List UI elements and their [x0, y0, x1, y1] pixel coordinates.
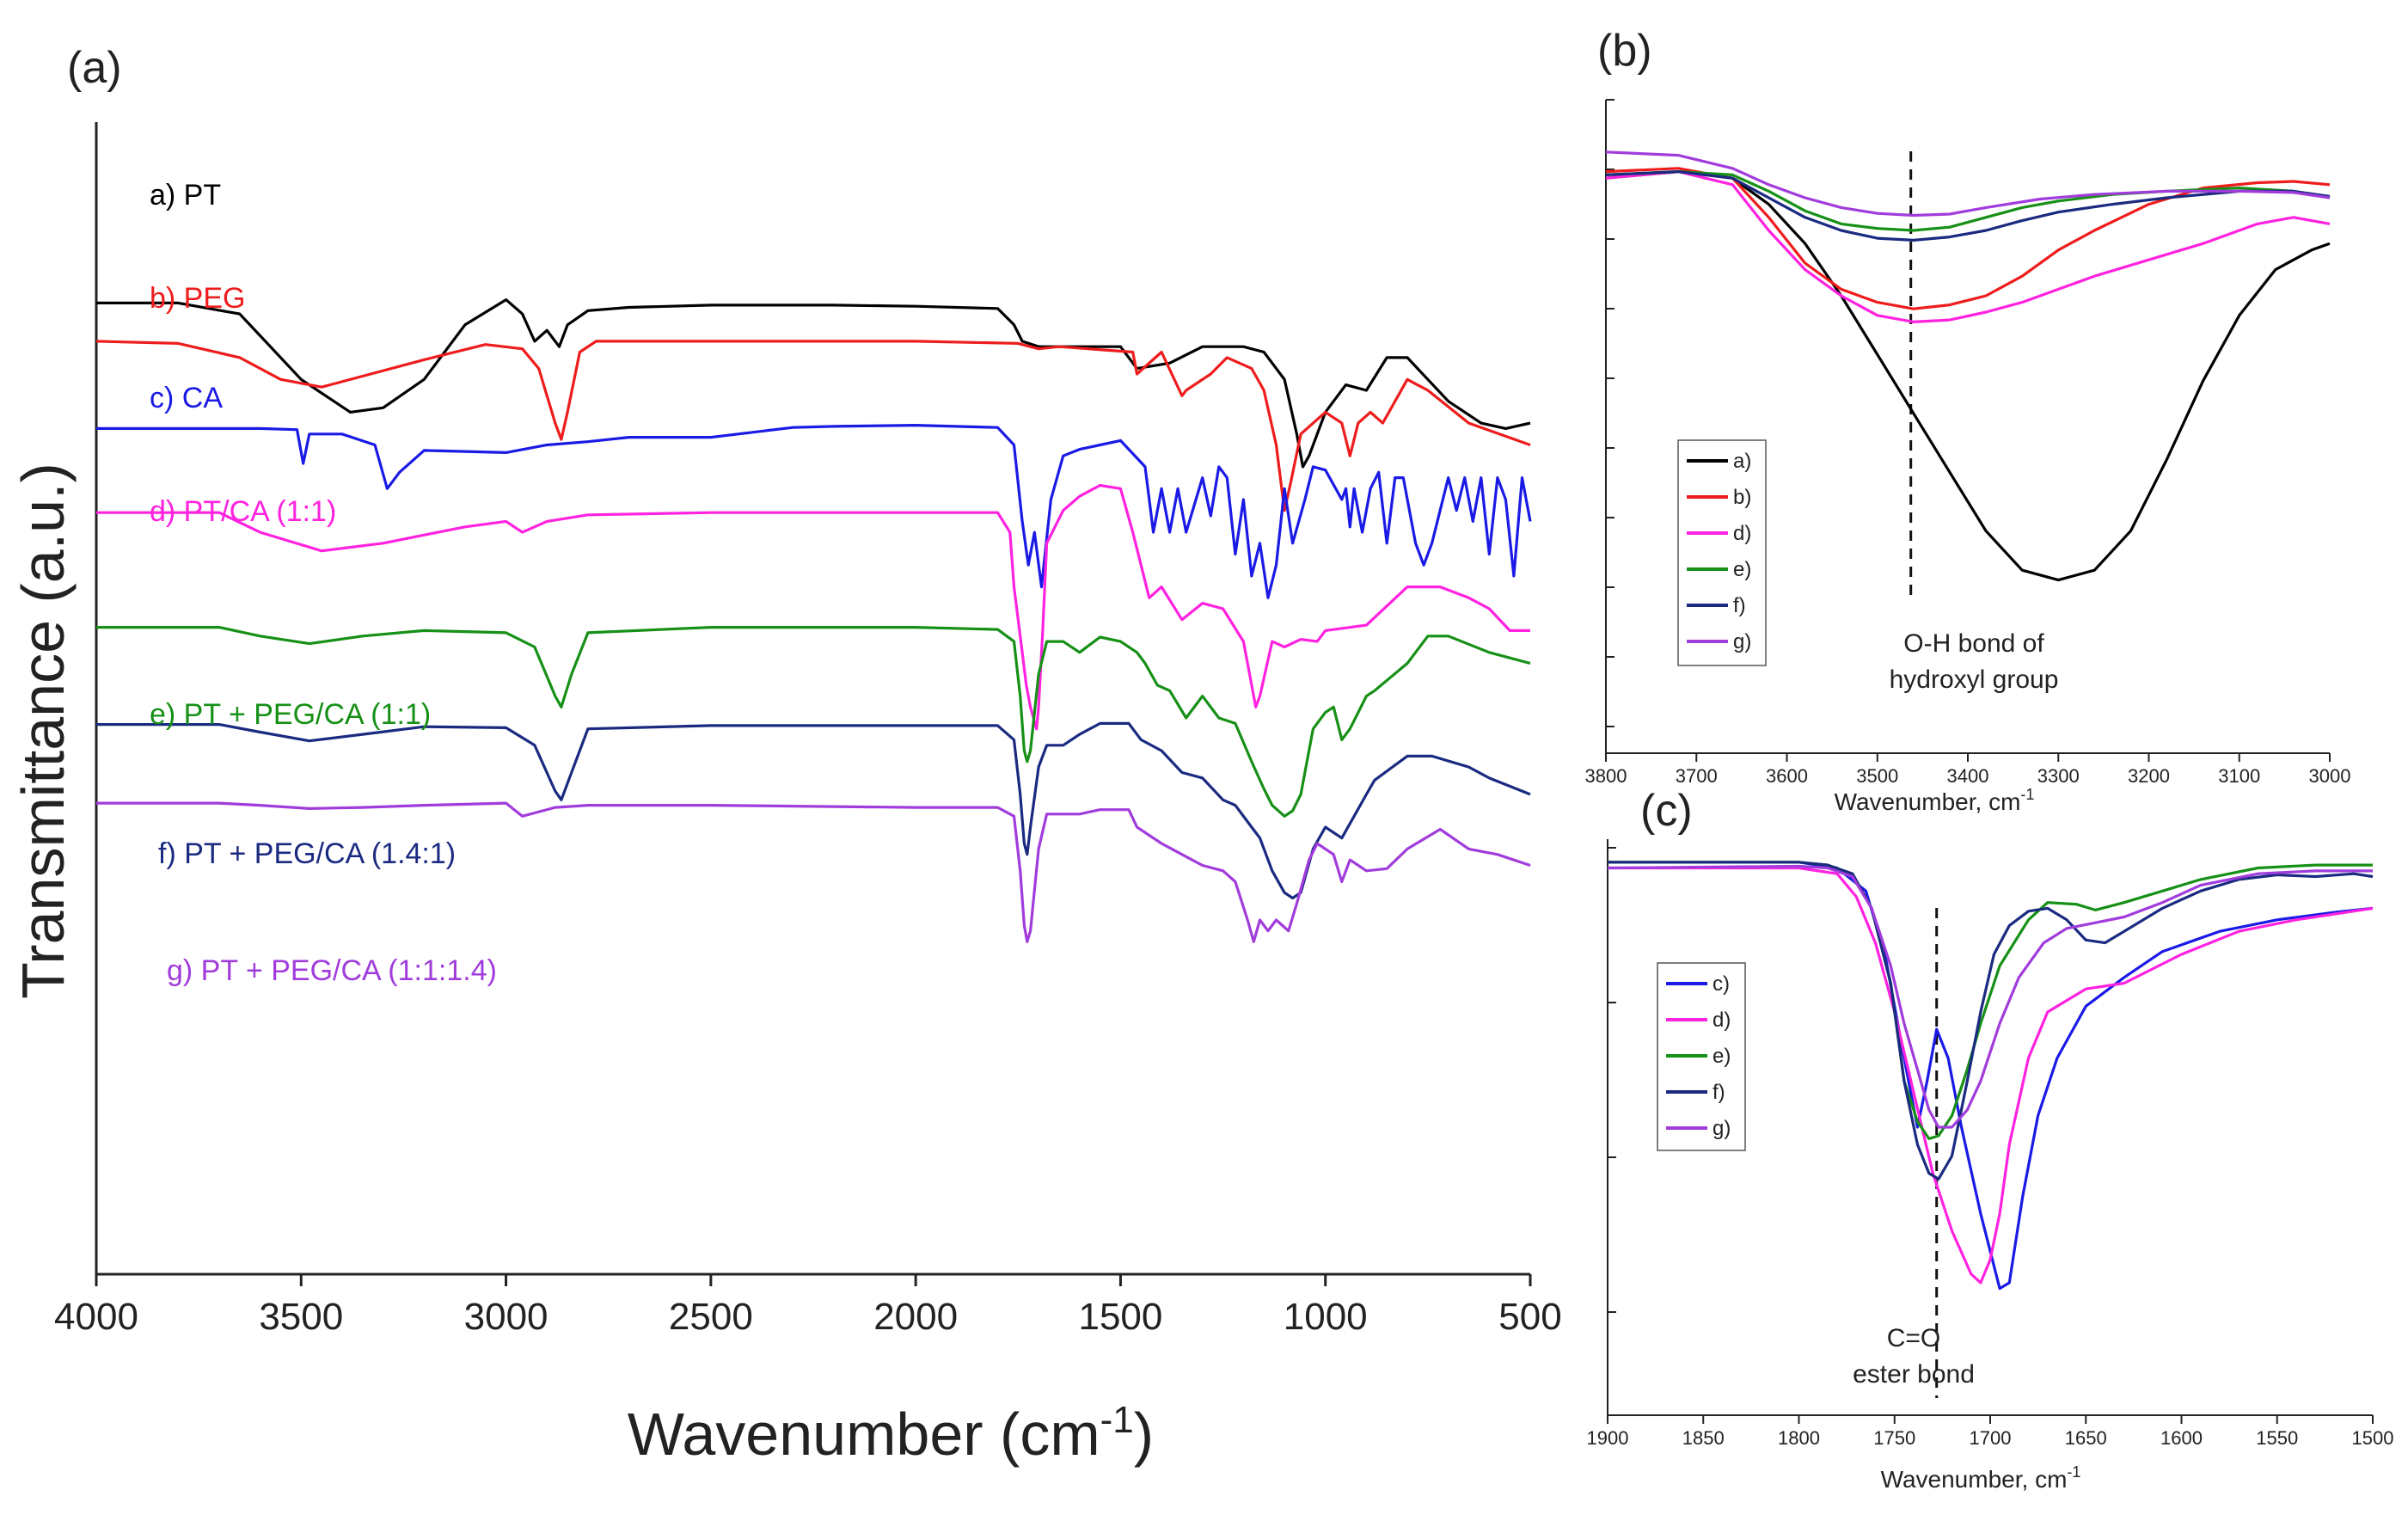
panel-b-x-tick-label: 3600 — [1766, 765, 1808, 787]
panel-a-xlabel-main: Wavenumber (cm — [628, 1401, 1100, 1468]
panel-b-legend-label-f: f) — [1733, 594, 1746, 617]
panel-c-series-d — [1608, 866, 2374, 1285]
panel-b-x-tick-label: 3200 — [2128, 765, 2170, 787]
panel-c-y-ticks — [1608, 847, 1616, 1313]
panel-a-x-tick-label: 500 — [1498, 1296, 1561, 1338]
series-label-a: a) PT — [150, 179, 221, 212]
panel-b-x-tick-label: 3800 — [1585, 765, 1627, 787]
panel-b-xlabel-sup: -1 — [2020, 786, 2034, 803]
panel-c-x-tick-label: 1550 — [2256, 1427, 2298, 1449]
panel-b-annotation-line2: hydroxyl group — [1890, 665, 2059, 694]
panel-b-x-tick-label: 3300 — [2037, 765, 2080, 787]
panel-a-x-ticks: 4000 3500 3000 2500 2000 1500 1000 500 — [54, 1274, 1562, 1338]
panel-a-x-tick-label: 1000 — [1284, 1296, 1368, 1338]
series-label-b: b) PEG — [150, 282, 245, 315]
panel-c-annotation-line2: ester bond — [1853, 1360, 1975, 1389]
panel-b-x-tick-label: 3100 — [2218, 765, 2260, 787]
panel-b-legend-label-d: d) — [1733, 522, 1751, 545]
panel-b-annotation-line1: O-H bond of — [1903, 629, 2044, 658]
panel-a-x-tick-label: 2000 — [873, 1296, 958, 1338]
panel-b-x-tick-label: 3000 — [2309, 765, 2351, 787]
panel-b-legend: a) b) d) e) f) g) — [1677, 439, 1767, 666]
panel-b-series-a — [1605, 170, 2331, 582]
panel-c-legend-label-e: e) — [1713, 1045, 1731, 1068]
panel-a-series-labels: a) PT b) PEG c) CA d) PT/CA (1:1) e) PT … — [150, 179, 497, 987]
panel-c-legend-label-c: c) — [1713, 972, 1730, 996]
panel-c-legend-label-f: f) — [1713, 1081, 1725, 1104]
panel-c-xlabel-sup: -1 — [2067, 1463, 2080, 1481]
panel-b-xlabel-main: Wavenumber, cm — [1835, 788, 2021, 815]
panel-b-x-tick-label: 3700 — [1676, 765, 1718, 787]
panel-a-x-tick-label: 3000 — [464, 1296, 548, 1338]
panel-c-x-tick-label: 1800 — [1778, 1427, 1820, 1449]
panel-a-series-b — [95, 340, 1531, 512]
panel-b-series-b — [1605, 167, 2331, 310]
series-label-e: e) PT + PEG/CA (1:1) — [150, 698, 431, 731]
panel-c-x-tick-label: 1900 — [1587, 1427, 1629, 1449]
panel-b-series — [1605, 150, 2331, 582]
panel-b: (b) 3800 3700 3600 3500 3400 3300 3200 3100 3000… — [1585, 26, 2351, 815]
panel-c-x-tick-label: 1500 — [2352, 1427, 2394, 1449]
panel-b-series-d — [1605, 170, 2331, 323]
panel-a-label: (a) — [67, 43, 122, 93]
series-label-f: f) PT + PEG/CA (1.4:1) — [158, 837, 456, 870]
panel-a-x-tick-label: 1500 — [1078, 1296, 1162, 1338]
panel-a-x-tick-label: 4000 — [54, 1296, 138, 1338]
panel-c-x-tick-label: 1750 — [1873, 1427, 1915, 1449]
series-label-g: g) PT + PEG/CA (1:1:1.4) — [167, 954, 497, 987]
panel-a-series — [95, 298, 1532, 943]
panel-b-legend-label-b: b) — [1733, 486, 1751, 509]
panel-a-series-e — [96, 626, 1531, 818]
panel-c-xlabel-main: Wavenumber, cm — [1881, 1466, 2068, 1493]
panel-b-xlabel: Wavenumber, cm-1 — [1835, 786, 2035, 815]
panel-b-x-ticks: 3800 3700 3600 3500 3400 3300 3200 3100 3000 — [1585, 753, 2351, 787]
panel-c: (c) 1900 1850 1800 1750 1700 1650 1600 1550 1500… — [1587, 786, 2394, 1493]
panel-b-y-ticks — [1606, 99, 1615, 727]
panel-b-x-tick-label: 3500 — [1856, 765, 1898, 787]
panel-c-x-tick-label: 1650 — [2065, 1427, 2107, 1449]
panel-c-label: (c) — [1640, 786, 1693, 836]
panel-c-x-tick-label: 1700 — [1970, 1427, 2012, 1449]
panel-a-series-g — [96, 801, 1531, 943]
panel-a-series-c — [96, 424, 1532, 599]
panel-a: (a) Transmittance (a.u.) Wavenumber (cm-… — [9, 43, 1562, 1468]
panel-c-annotation-line1: C=O — [1887, 1324, 1941, 1352]
panel-a-series-f — [96, 721, 1531, 900]
panel-c-x-tick-label: 1600 — [2160, 1427, 2203, 1449]
panel-a-series-d — [96, 483, 1530, 731]
panel-b-legend-box — [1677, 439, 1767, 666]
panel-c-legend-label-g: g) — [1713, 1117, 1731, 1140]
panel-a-xlabel: Wavenumber (cm-1) — [628, 1399, 1154, 1468]
panel-a-ylabel: Transmittance (a.u.) — [9, 463, 77, 999]
panel-a-x-tick-label: 3500 — [259, 1296, 343, 1338]
panel-c-x-ticks: 1900 1850 1800 1750 1700 1650 1600 1550 1500 — [1587, 1415, 2394, 1449]
panel-b-label: (b) — [1597, 26, 1652, 76]
panel-b-series-g — [1605, 150, 2331, 218]
panel-a-xlabel-close: ) — [1134, 1401, 1154, 1468]
panel-b-x-tick-label: 3400 — [1947, 765, 1989, 787]
series-label-d: d) PT/CA (1:1) — [150, 495, 336, 528]
panel-b-legend-label-a: a) — [1733, 450, 1751, 473]
panel-b-legend-label-g: g) — [1733, 630, 1751, 653]
panel-c-x-tick-label: 1850 — [1682, 1427, 1725, 1449]
panel-b-legend-label-e: e) — [1733, 558, 1751, 581]
panel-a-xlabel-sup: -1 — [1100, 1399, 1134, 1441]
panel-c-legend: c) d) e) f) g) — [1657, 962, 1746, 1151]
panel-c-xlabel: Wavenumber, cm-1 — [1881, 1463, 2081, 1493]
panel-c-series — [1607, 861, 2374, 1291]
panel-a-series-a — [96, 298, 1531, 469]
panel-a-x-tick-label: 2500 — [669, 1296, 753, 1338]
panel-b-series-f — [1605, 170, 2331, 242]
panel-c-series-g — [1607, 864, 2373, 1129]
series-label-c: c) CA — [150, 382, 223, 414]
panel-c-legend-label-d: d) — [1713, 1009, 1731, 1032]
panel-c-series-f — [1608, 861, 2374, 1181]
